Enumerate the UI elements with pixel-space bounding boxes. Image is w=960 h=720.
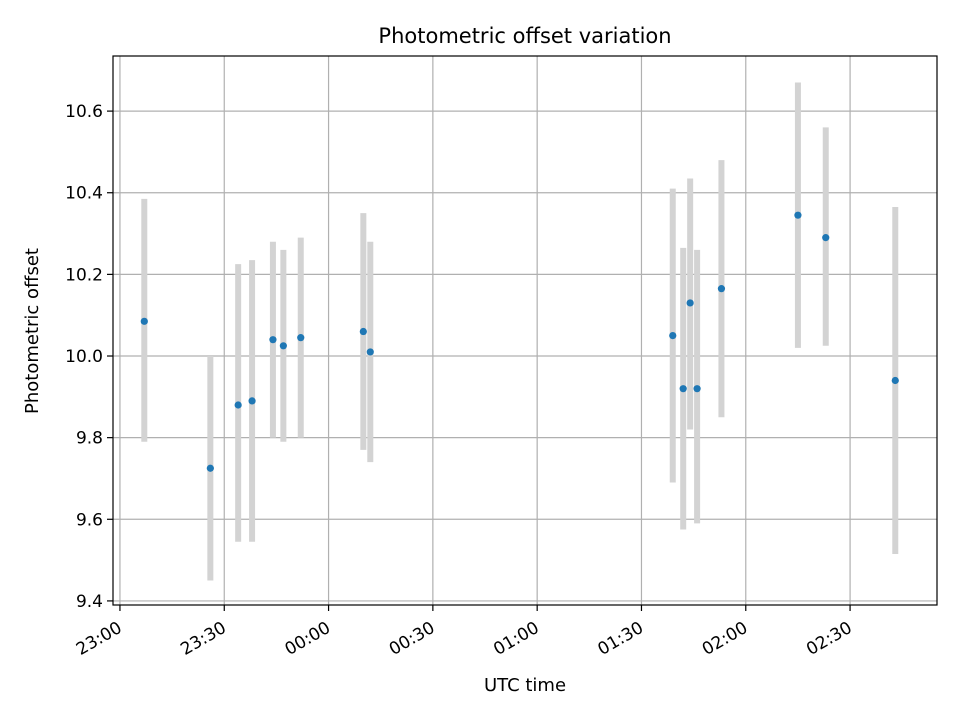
y-tick-label: 9.8 xyxy=(76,429,103,449)
x-tick-label: 23:00 xyxy=(73,618,125,660)
x-tick-layer: 23:00 23:30 00:00 00:30 01:00 01:30 02:00 02:30 xyxy=(73,605,856,660)
y-axis-label: Photometric offset xyxy=(22,248,43,414)
x-axis-label: UTC time xyxy=(484,675,566,696)
data-point xyxy=(279,342,287,350)
x-tick-label: 02:30 xyxy=(803,618,855,660)
x-tick-label: 01:00 xyxy=(490,618,542,660)
y-tick-label: 10.2 xyxy=(65,265,103,285)
chart-title: Photometric offset variation xyxy=(378,24,671,48)
data-point xyxy=(248,397,256,405)
data-point xyxy=(297,334,305,342)
data-point xyxy=(693,385,701,393)
errorbar-layer xyxy=(141,82,899,581)
data-point xyxy=(269,336,277,344)
data-point xyxy=(794,211,802,219)
data-point xyxy=(366,348,374,356)
data-point xyxy=(234,401,242,409)
y-tick-layer: 9.4 9.6 9.8 10.0 10.2 10.4 10.6 xyxy=(65,102,113,612)
y-tick-label: 9.6 xyxy=(76,510,103,530)
x-tick-label: 01:30 xyxy=(595,618,647,660)
y-tick-label: 10.6 xyxy=(65,102,103,122)
data-point xyxy=(717,285,726,293)
data-point xyxy=(822,234,830,242)
x-tick-label: 00:00 xyxy=(282,618,334,660)
plot-frame xyxy=(112,55,938,606)
y-tick-label: 10.0 xyxy=(65,347,103,367)
data-point xyxy=(679,385,687,393)
x-tick-label: 00:30 xyxy=(386,618,438,660)
data-point xyxy=(891,376,899,385)
y-tick-label: 9.4 xyxy=(76,592,103,612)
data-point xyxy=(140,317,148,325)
x-tick-label: 23:30 xyxy=(177,618,229,660)
data-point xyxy=(686,299,694,307)
data-point xyxy=(669,332,677,340)
y-tick-label: 10.4 xyxy=(65,184,103,204)
x-tick-label: 02:00 xyxy=(699,618,751,660)
point-layer xyxy=(140,211,899,472)
data-point xyxy=(206,464,214,472)
data-point xyxy=(359,327,367,336)
